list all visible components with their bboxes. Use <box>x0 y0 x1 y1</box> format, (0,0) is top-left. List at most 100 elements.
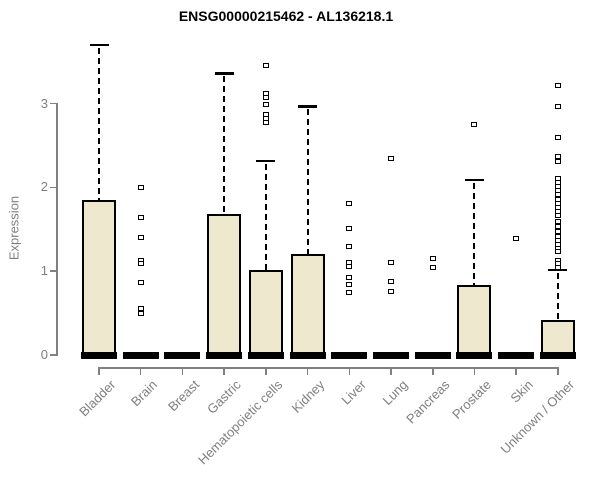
outlier-point-liver <box>346 263 353 269</box>
median-lung <box>373 351 410 359</box>
median-unknown-other <box>539 351 576 359</box>
median-skin <box>498 351 535 359</box>
x-tick-mark <box>557 368 559 375</box>
outlier-point-liver <box>346 290 353 296</box>
outlier-point-prostate <box>471 122 478 128</box>
y-tick-mark <box>50 270 57 272</box>
outlier-point-unknown-other <box>554 82 561 88</box>
y-tick-mark <box>50 102 57 105</box>
outlier-point-lung <box>388 288 395 294</box>
box-gastric <box>207 214 242 358</box>
x-category-label-skin: Skin <box>507 377 536 406</box>
x-tick-mark <box>181 368 184 375</box>
outlier-point-hematopoietic-cells <box>262 95 269 101</box>
whisker-cap-kidney <box>298 105 318 108</box>
y-axis-label: Expression <box>6 195 22 261</box>
x-tick-mark <box>348 368 351 375</box>
whisker-cap-hematopoietic-cells <box>256 159 276 163</box>
outlier-point-pancreas <box>429 264 436 270</box>
x-tick-mark <box>432 368 434 375</box>
whisker-hematopoietic-cells <box>264 163 267 271</box>
whisker-cap-prostate <box>464 178 484 182</box>
x-category-label-brain: Brain <box>128 377 161 410</box>
y-tick-label: 0 <box>40 347 48 362</box>
median-bladder <box>81 351 117 359</box>
median-pancreas <box>414 351 451 359</box>
outlier-point-lung <box>388 278 395 284</box>
median-breast <box>164 351 201 359</box>
median-prostate <box>456 351 493 359</box>
x-axis-line <box>97 367 559 369</box>
outlier-point-lung <box>388 260 395 266</box>
median-kidney <box>289 351 326 359</box>
box-kidney <box>290 253 325 358</box>
box-prostate <box>457 284 492 358</box>
outlier-point-unknown-other <box>554 219 561 225</box>
y-tick-mark <box>50 354 57 356</box>
x-tick-mark <box>390 368 392 375</box>
outlier-point-liver <box>346 282 353 288</box>
whisker-bladder <box>98 47 100 200</box>
x-category-label-gastric: Gastric <box>204 377 244 417</box>
outlier-point-unknown-other <box>554 249 561 255</box>
y-tick-label: 1 <box>40 263 48 279</box>
y-tick-label: 3 <box>40 95 48 111</box>
x-category-label-bladder: Bladder <box>76 377 119 420</box>
outlier-point-unknown-other <box>554 158 561 164</box>
y-axis-line <box>56 103 58 356</box>
median-brain <box>122 351 159 359</box>
box-hematopoietic-cells <box>248 270 283 358</box>
median-gastric <box>206 351 243 359</box>
y-tick-mark <box>50 186 57 189</box>
outlier-point-brain <box>137 261 144 267</box>
outlier-point-brain <box>137 184 144 190</box>
outlier-point-liver <box>346 225 353 231</box>
x-category-label-liver: Liver <box>338 377 369 408</box>
whisker-unknown-other <box>556 272 559 320</box>
x-category-label-unknown-other: Unknown / Other <box>497 377 578 457</box>
whisker-gastric <box>223 76 226 215</box>
whisker-cap-bladder <box>89 43 109 47</box>
x-tick-mark <box>265 368 267 375</box>
outlier-point-pancreas <box>429 256 436 262</box>
whisker-cap-unknown-other <box>548 268 568 272</box>
x-tick-mark <box>515 368 517 375</box>
x-category-label-breast: Breast <box>164 377 203 415</box>
whisker-kidney <box>306 109 309 254</box>
x-category-label-kidney: Kidney <box>288 377 328 416</box>
outlier-point-brain <box>137 310 144 316</box>
box-bladder <box>82 199 116 358</box>
outlier-point-brain <box>137 279 144 285</box>
whisker-prostate <box>473 182 476 285</box>
outlier-point-hematopoietic-cells <box>262 101 269 107</box>
median-hematopoietic-cells <box>247 351 284 359</box>
outlier-point-brain <box>137 235 144 241</box>
x-tick-mark <box>98 368 100 375</box>
x-category-label-pancreas: Pancreas <box>402 377 453 427</box>
median-liver <box>331 351 368 359</box>
x-category-label-lung: Lung <box>379 377 411 409</box>
outlier-point-unknown-other <box>554 153 561 159</box>
x-category-label-prostate: Prostate <box>449 377 495 422</box>
outlier-point-lung <box>388 155 395 161</box>
outlier-point-hematopoietic-cells <box>262 120 269 126</box>
outlier-point-unknown-other <box>554 134 561 140</box>
x-tick-mark <box>223 368 225 375</box>
outlier-point-brain <box>137 215 144 221</box>
outlier-point-unknown-other <box>554 212 561 218</box>
whisker-cap-gastric <box>214 72 234 75</box>
x-tick-mark <box>473 368 476 375</box>
outlier-point-unknown-other <box>554 264 561 270</box>
outlier-point-unknown-other <box>554 104 561 110</box>
x-tick-mark <box>139 368 142 375</box>
outlier-point-liver <box>346 274 353 280</box>
chart-title: ENSG00000215462 - AL136218.1 <box>178 8 394 24</box>
outlier-point-skin <box>513 236 520 242</box>
outlier-point-hematopoietic-cells <box>262 63 269 69</box>
x-tick-mark <box>306 368 309 375</box>
outlier-point-liver <box>346 244 353 250</box>
y-tick-label: 2 <box>40 179 48 195</box>
outlier-point-liver <box>346 200 353 206</box>
outlier-point-unknown-other <box>554 224 561 230</box>
